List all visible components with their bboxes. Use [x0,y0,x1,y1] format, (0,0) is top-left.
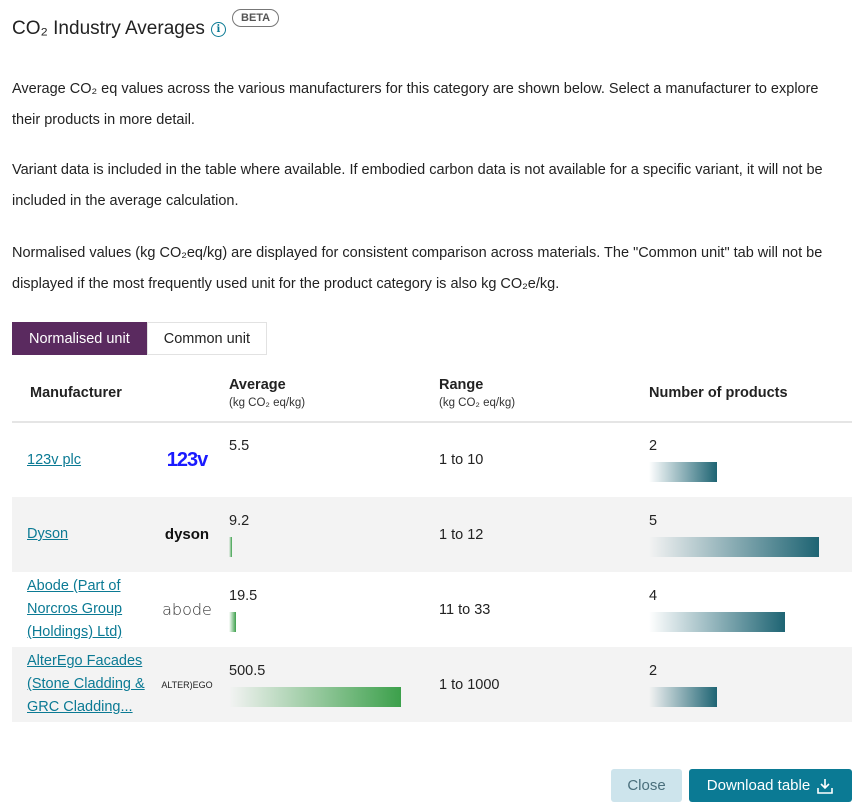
header-range: Range (kg CO₂ eq/kg) [439,364,649,423]
table-row: AlterEgo Facades (Stone Cladding & GRC C… [12,647,852,722]
range-cell: 1 to 12 [439,497,649,572]
close-button[interactable]: Close [611,769,682,802]
variant-paragraph: Variant data is included in the table wh… [12,162,823,209]
header-products: Number of products [649,364,852,423]
average-cell: 500.5 [229,647,439,722]
average-bar [229,686,401,707]
average-value: 9.2 [229,512,250,529]
products-bar [649,686,717,707]
manufacturer-cell: Abode (Part of Norcros Group (Holdings) … [12,572,229,647]
products-value: 4 [649,587,658,604]
products-cell: 2 [649,647,852,722]
header-range-label: Range [439,376,484,393]
products-bar [649,536,819,557]
average-value: 5.5 [229,438,250,454]
products-bar [649,462,717,482]
average-bar [229,611,236,632]
average-value: 19.5 [229,587,258,604]
intro-paragraph: Average CO₂ eq values across the various… [12,81,819,128]
header-average-unit: (kg CO₂ eq/kg) [229,396,306,409]
header-manufacturer: Manufacturer [12,364,229,423]
header-average-label: Average [229,376,286,393]
products-cell: 2 [649,422,852,497]
manufacturer-logo: 123v [166,448,209,471]
download-icon [817,778,834,794]
range-cell: 1 to 10 [439,452,484,468]
tab-normalised-unit[interactable]: Normalised unit [12,322,147,355]
products-value: 2 [649,662,658,679]
products-cell: 4 [649,572,852,647]
table-row: 123v plc 123v 5.5 1 to 10 2 [12,422,852,497]
average-value: 500.5 [229,662,266,679]
averages-table: Manufacturer Average (kg CO₂ eq/kg) Range… [12,364,852,722]
header-average: Average (kg CO₂ eq/kg) [229,364,439,423]
normalised-paragraph: Normalised values (kg CO₂eq/kg) are disp… [12,245,823,292]
average-bar [229,536,233,557]
page-title: CO₂ Industry Averages i [12,18,226,40]
products-value: 5 [649,512,658,529]
table-header: Manufacturer Average (kg CO₂ eq/kg) Range… [12,364,852,423]
manufacturer-cell: Dyson dyson [12,497,229,572]
beta-badge: BETA [232,9,280,27]
manufacturer-link[interactable]: 123v plc [27,451,82,468]
average-cell: 5.5 [229,422,439,497]
manufacturer-cell: AlterEgo Facades (Stone Cladding & GRC C… [12,647,229,722]
manufacturer-link[interactable]: Abode (Part of Norcros Group (Holdings) … [27,578,123,640]
header-range-unit: (kg CO₂ eq/kg) [439,396,516,409]
manufacturer-logo: ALTER)EGO [161,679,213,690]
average-cell: 19.5 [229,572,439,647]
download-label: Download table [706,777,811,794]
range-cell: 11 to 33 [439,601,491,618]
close-label: Close [627,777,666,794]
manufacturer-logo: abode [162,600,212,619]
manufacturer-link[interactable]: Dyson [27,526,69,542]
table-row: Abode (Part of Norcros Group (Holdings) … [12,572,852,647]
range-cell: 1 to 1000 [439,647,649,722]
manufacturer-logo: dyson [164,526,210,543]
download-table-button[interactable]: Download table [689,769,852,802]
tab-common-unit[interactable]: Common unit [146,322,267,355]
products-cell: 5 [649,497,852,572]
title-text: CO₂ Industry Averages [12,18,205,39]
info-icon[interactable]: i [210,21,226,37]
products-bar [649,611,785,632]
manufacturer-link[interactable]: AlterEgo Facades (Stone Cladding & GRC C… [27,653,145,715]
table-row: Dyson dyson 9.2 1 to 12 5 [12,497,852,572]
products-value: 2 [649,438,658,454]
manufacturer-cell: 123v plc 123v [12,422,229,497]
average-cell: 9.2 [229,497,439,572]
unit-tabs: Normalised unit Common unit [12,322,267,355]
